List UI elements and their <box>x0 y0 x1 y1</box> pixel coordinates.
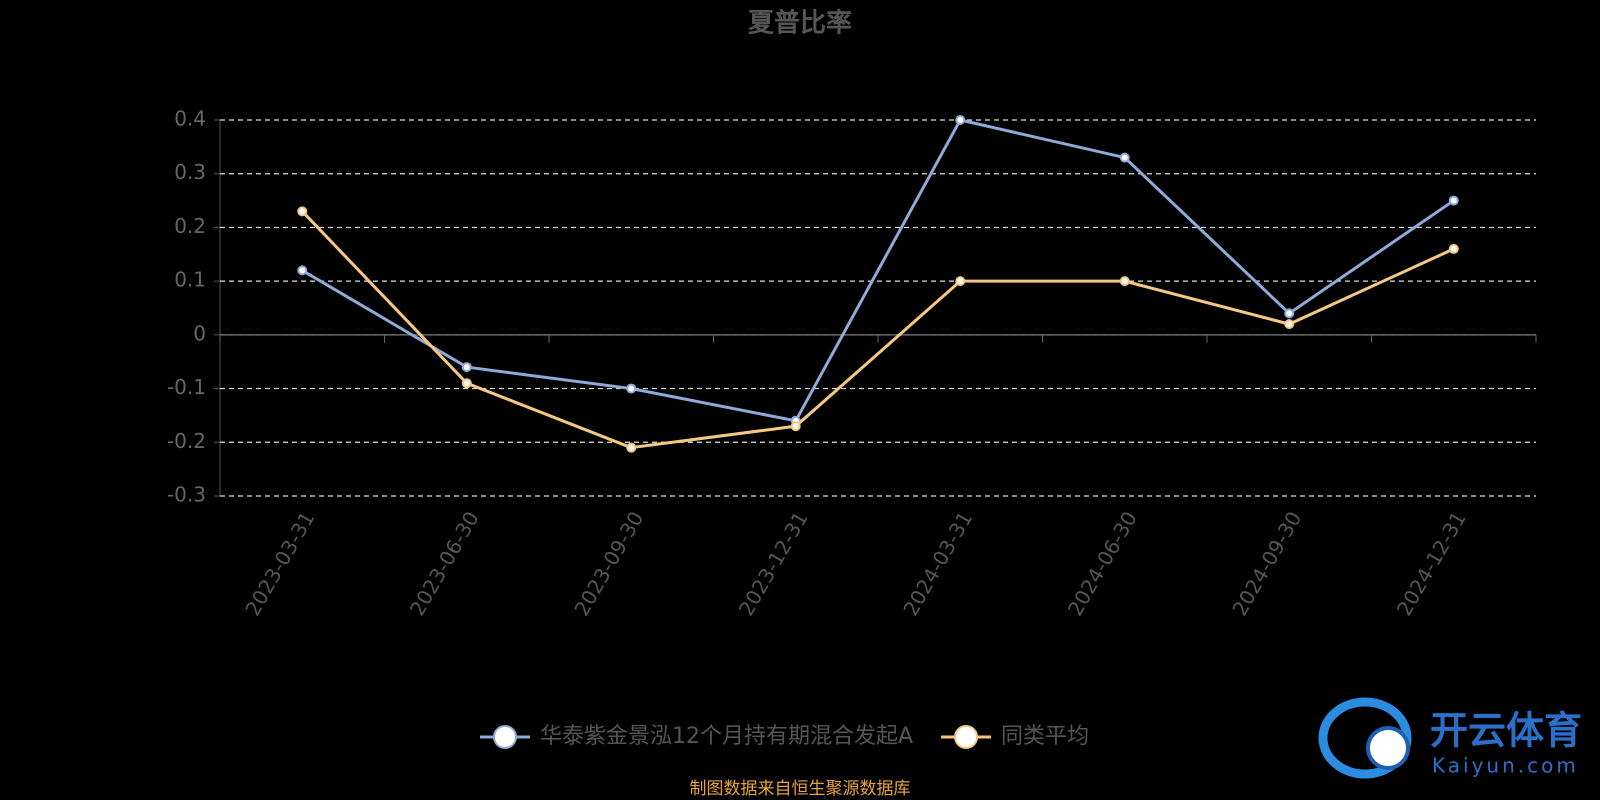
point <box>297 265 308 276</box>
y-tick-label: 0.1 <box>174 268 206 292</box>
point <box>790 421 801 432</box>
point <box>1448 243 1459 254</box>
point <box>626 383 637 394</box>
point <box>955 115 966 125</box>
point <box>1119 276 1130 287</box>
legend-marker <box>954 725 979 749</box>
logo-text: 开云体育 <box>1430 709 1582 753</box>
point <box>461 362 472 373</box>
series-line <box>301 210 1455 450</box>
point <box>626 442 637 453</box>
y-tick-label: 0 <box>193 321 206 345</box>
y-tick-label: -0.1 <box>167 375 206 399</box>
chart-title: 夏普比率 <box>748 8 852 39</box>
y-tick-label: -0.2 <box>167 429 206 453</box>
legend-label: 华泰紫金景泓12个月持有期混合发起A <box>540 724 913 749</box>
y-tick-label: 0.4 <box>174 107 206 131</box>
point <box>1284 308 1295 319</box>
logo-url: Kaiyun.com <box>1432 754 1579 778</box>
point <box>955 276 966 287</box>
point <box>297 206 308 217</box>
legend-marker <box>493 725 517 749</box>
watermark-logo: 开云体育 Kaiyun.com <box>1318 697 1582 779</box>
point <box>1119 152 1130 163</box>
y-tick-label: 0.2 <box>174 214 206 238</box>
point <box>461 378 472 389</box>
point <box>1284 319 1295 330</box>
legend: 华泰紫金景泓12个月持有期混合发起A 同类平均 <box>480 724 1089 749</box>
legend-label: 同类平均 <box>1001 724 1089 749</box>
logo-ball <box>1366 726 1410 770</box>
point <box>1448 195 1459 206</box>
source-note: 制图数据来自恒生聚源数据库 <box>690 779 911 799</box>
y-tick-label: 0.3 <box>174 160 206 184</box>
y-tick-label: -0.3 <box>167 483 206 507</box>
series-line <box>301 118 1455 423</box>
